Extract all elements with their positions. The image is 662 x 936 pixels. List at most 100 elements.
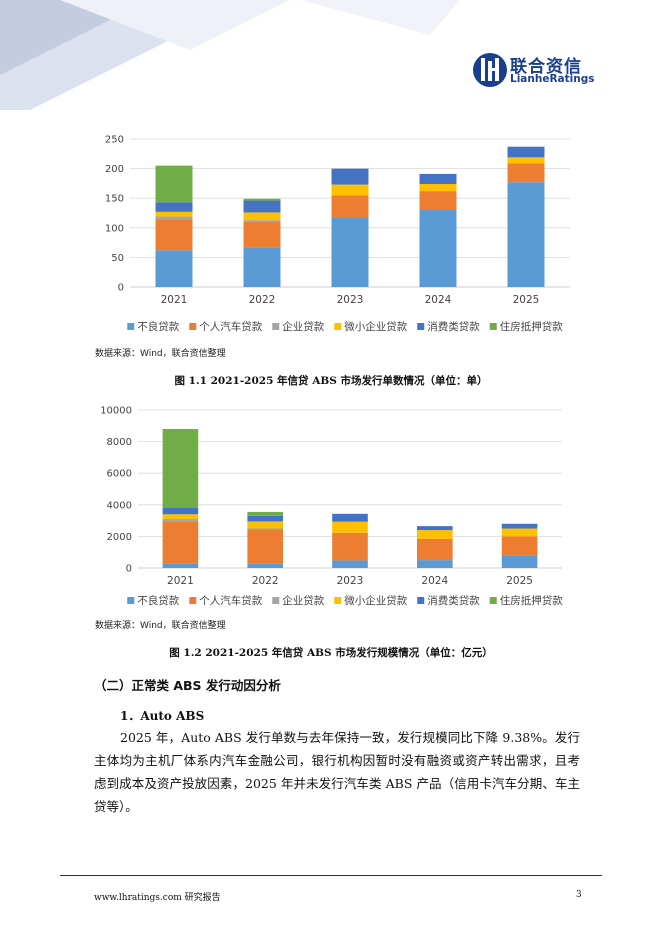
legend-label: 不良贷款 <box>137 320 179 333</box>
bar-segment <box>331 184 369 196</box>
section-title: （二）正常类 ABS 发行动因分析 <box>94 678 281 693</box>
bar-segment <box>243 221 281 248</box>
bar-segment <box>332 532 368 561</box>
bar-segment <box>155 202 193 212</box>
legend-label: 微小企业贷款 <box>344 594 407 607</box>
legend-label: 企业贷款 <box>282 594 324 607</box>
bar-segment <box>243 198 281 201</box>
bar-segment <box>162 507 199 515</box>
y-tick-label: 6000 <box>107 469 132 480</box>
bar-segment <box>162 519 199 522</box>
bar-segment <box>162 563 199 568</box>
y-tick-label: 0 <box>118 283 124 294</box>
legend-swatch <box>189 323 197 330</box>
legend-swatch <box>334 323 342 330</box>
bar-segment <box>501 528 538 537</box>
bar-segment <box>247 563 284 568</box>
x-tick-label: 2024 <box>421 575 448 587</box>
bar-segment <box>416 560 453 568</box>
legend-label: 企业贷款 <box>282 320 324 333</box>
bar-segment <box>331 195 369 218</box>
legend-label: 不良贷款 <box>137 594 179 607</box>
x-tick-label: 2023 <box>337 294 364 306</box>
x-tick-label: 2025 <box>513 294 540 306</box>
bar-segment <box>331 217 369 287</box>
legend-swatch <box>489 597 497 604</box>
footer-divider <box>60 875 602 876</box>
bar-segment <box>507 182 545 287</box>
figure1-source: 数据来源：Wind，联合资信整理 <box>95 349 226 359</box>
bar-segment <box>501 536 538 556</box>
legend-swatch <box>127 323 135 330</box>
bar-segment <box>501 555 538 568</box>
x-tick-label: 2021 <box>167 575 194 587</box>
bar-segment <box>419 183 457 192</box>
legend-label: 个人汽车贷款 <box>199 594 262 607</box>
legend-swatch <box>127 597 135 604</box>
y-tick-label: 200 <box>105 164 124 175</box>
legend-swatch <box>417 323 425 330</box>
figure2-caption: 图 1.2 2021-2025 年信贷 ABS 市场发行规模情况（单位：亿元） <box>169 647 493 659</box>
page-number: 3 <box>576 890 582 900</box>
header-decoration <box>0 0 460 110</box>
legend-swatch <box>189 597 197 604</box>
y-tick-label: 4000 <box>107 500 132 511</box>
legend-label: 住房抵押贷款 <box>500 320 563 333</box>
bar-segment <box>416 530 453 539</box>
legend-label: 消费类贷款 <box>427 320 480 333</box>
legend-label: 个人汽车贷款 <box>199 320 262 333</box>
bar-segment <box>247 528 284 530</box>
bar-segment <box>155 165 193 203</box>
y-tick-label: 2000 <box>107 532 132 543</box>
figure2-source: 数据来源：Wind，联合资信整理 <box>95 621 226 631</box>
chart-issuance-scale: 0 2000 4000 6000 8000 10000 2021 2022 2023 2024 20… <box>100 406 563 608</box>
bar-segment <box>507 157 545 164</box>
y-tick-label: 8000 <box>107 437 132 448</box>
logo-english-name: LianheRatings <box>510 73 595 85</box>
bar-segment <box>332 560 368 568</box>
bar-segment <box>243 200 281 213</box>
bar-segment <box>247 511 284 516</box>
bar-segment <box>416 538 453 561</box>
bar-segment <box>243 212 281 221</box>
bar-segment <box>243 220 281 222</box>
figure1-caption: 图 1.1 2021-2025 年信贷 ABS 市场发行单数情况（单位：单） <box>174 375 488 387</box>
bar-segment <box>243 247 281 287</box>
bar-segment <box>247 529 284 564</box>
bar-segment <box>162 428 199 508</box>
bar-segment <box>155 211 193 217</box>
bar-segment <box>162 521 199 564</box>
legend-label: 消费类贷款 <box>427 594 480 607</box>
bar-segment <box>419 191 457 211</box>
bar-segment <box>419 173 457 184</box>
bar-segment <box>507 163 545 183</box>
legend-label: 住房抵押贷款 <box>500 594 563 607</box>
y-tick-label: 10000 <box>100 406 132 417</box>
x-tick-label: 2022 <box>252 575 279 587</box>
x-tick-label: 2021 <box>161 294 188 306</box>
x-tick-label: 2023 <box>337 575 364 587</box>
bar-segment <box>331 168 369 185</box>
y-tick-label: 0 <box>126 564 132 575</box>
x-tick-label: 2022 <box>249 294 276 306</box>
bar-segment <box>501 523 538 529</box>
lianhe-logo-icon <box>473 53 507 87</box>
x-tick-label: 2025 <box>506 575 533 587</box>
y-tick-label: 50 <box>111 253 124 264</box>
bar-segment <box>247 521 284 529</box>
body-paragraph: 2025 年，Auto ABS 发行单数与去年保持一致，发行规模同比下降 9.3… <box>94 730 580 814</box>
bar-segment <box>247 515 284 522</box>
chart-issuance-count: 0 50 100 150 200 250 2021 2022 2023 2024 2025 不良贷款 个… <box>105 135 570 333</box>
bar-segment <box>162 514 199 520</box>
legend-swatch <box>334 597 342 604</box>
bar-segment <box>332 521 368 533</box>
bar-segment <box>332 513 368 522</box>
bar-segment <box>155 219 193 251</box>
legend-swatch <box>272 597 280 604</box>
subsection-title: 1．Auto ABS <box>120 709 205 723</box>
bar-segment <box>419 210 457 287</box>
legend-label: 微小企业贷款 <box>344 320 407 333</box>
legend-swatch <box>272 323 280 330</box>
bar-segment <box>507 146 545 158</box>
y-tick-label: 250 <box>105 135 124 146</box>
